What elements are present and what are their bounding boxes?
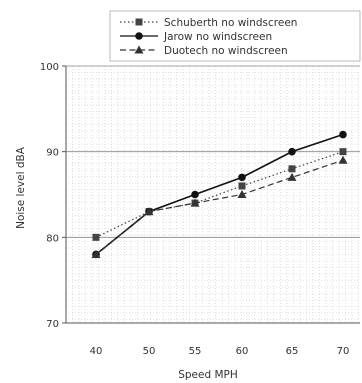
y-tick-label: 90 — [46, 148, 59, 159]
legend-label: Schuberth no windscreen — [164, 17, 297, 29]
data-point-circle — [191, 190, 199, 199]
x-tick-label: 40 — [90, 346, 103, 357]
y-axis-ticks: 70 80 90 100 — [40, 62, 66, 330]
series-layer — [91, 130, 348, 259]
x-tick-label: 50 — [143, 346, 156, 357]
data-point-triangle — [134, 45, 144, 54]
data-point-circle — [288, 147, 296, 156]
x-tick-label: 60 — [236, 346, 249, 357]
y-tick-label: 70 — [46, 319, 59, 330]
series-3 — [91, 155, 348, 258]
y-axis-label: Noise level dBA — [15, 146, 27, 229]
data-point-triangle — [190, 198, 200, 207]
plot-frame — [65, 65, 360, 324]
x-tick-label: 70 — [337, 346, 350, 357]
plot-grid — [65, 65, 360, 323]
y-tick-label: 100 — [40, 62, 59, 73]
data-point-triangle — [287, 172, 297, 181]
legend-label: Jarow no windscreen — [163, 31, 272, 43]
data-point-triangle — [237, 190, 247, 198]
legend: Schuberth no windscreen Jarow no windscre… — [109, 10, 361, 62]
data-point-circle — [238, 173, 246, 182]
x-tick-label: 65 — [286, 346, 299, 357]
data-point-triangle — [338, 155, 348, 164]
data-point-square — [339, 148, 347, 156]
x-tick-label: 55 — [189, 346, 202, 357]
y-tick-label: 80 — [46, 233, 59, 244]
data-point-square — [288, 165, 296, 173]
series-line — [95, 151, 344, 238]
data-point-square — [92, 233, 100, 241]
x-axis-ticks: 40 50 55 60 65 70 — [90, 346, 350, 357]
data-point-square — [238, 182, 246, 190]
series-line — [95, 159, 344, 255]
x-axis-label: Speed MPH — [178, 369, 238, 381]
data-point-square — [135, 18, 143, 26]
series-2 — [92, 130, 347, 259]
data-point-circle — [339, 130, 347, 139]
legend-label: Duotech no windscreen — [164, 45, 288, 57]
data-point-circle — [135, 32, 143, 40]
data-point-triangle — [144, 207, 154, 216]
data-point-triangle — [91, 249, 101, 258]
series-line — [95, 133, 344, 256]
